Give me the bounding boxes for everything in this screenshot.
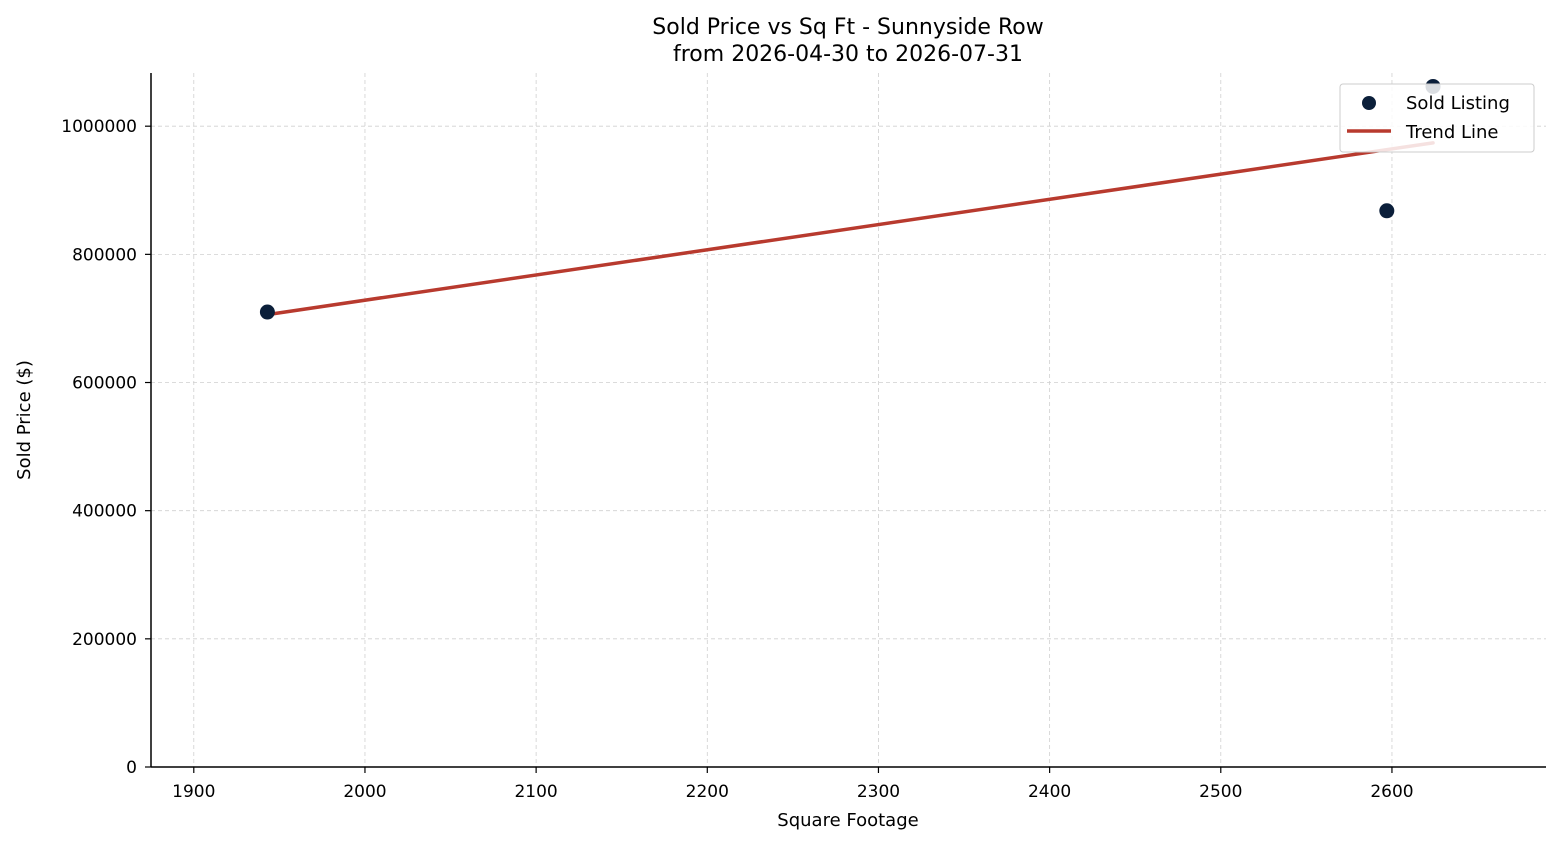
legend-marker-sold-listing <box>1362 96 1376 110</box>
legend-box <box>1339 83 1535 153</box>
sold-listing-point <box>1379 203 1395 219</box>
x-tick-label: 2500 <box>1199 782 1242 802</box>
chart-subtitle: from 2026-04-30 to 2026-07-31 <box>673 42 1023 67</box>
y-tick-label: 600000 <box>72 374 137 394</box>
y-tick-label: 200000 <box>72 630 137 650</box>
chart-title: Sold Price vs Sq Ft - Sunnyside Row <box>652 15 1043 40</box>
x-axis-ticks: 1900 2000 2100 2200 2300 2400 2500 2600 <box>172 767 1414 802</box>
y-axis-ticks: 0 200000 400000 600000 800000 1000000 <box>61 117 151 778</box>
grid-lines <box>151 73 1546 768</box>
legend-label-sold-listing: Sold Listing <box>1406 93 1510 114</box>
legend: Sold Listing Trend Line <box>1339 83 1535 153</box>
sold-listing-series <box>259 78 1441 320</box>
x-tick-label: 2600 <box>1370 782 1413 802</box>
y-axis-label: Sold Price ($) <box>14 360 35 480</box>
x-tick-label: 2400 <box>1028 782 1071 802</box>
x-tick-label: 2200 <box>686 782 729 802</box>
x-tick-label: 2100 <box>514 782 557 802</box>
x-tick-label: 2000 <box>343 782 386 802</box>
trend-line <box>265 141 1435 317</box>
y-tick-label: 1000000 <box>61 117 137 137</box>
legend-label-trend-line: Trend Line <box>1405 122 1499 143</box>
trend-line-series <box>265 141 1435 317</box>
x-tick-label: 1900 <box>172 782 215 802</box>
y-tick-label: 400000 <box>72 502 137 522</box>
y-tick-label: 800000 <box>72 245 137 265</box>
y-tick-label: 0 <box>126 758 137 778</box>
sold-listing-point <box>259 304 275 320</box>
x-tick-label: 2300 <box>857 782 900 802</box>
x-axis-label: Square Footage <box>777 810 918 831</box>
